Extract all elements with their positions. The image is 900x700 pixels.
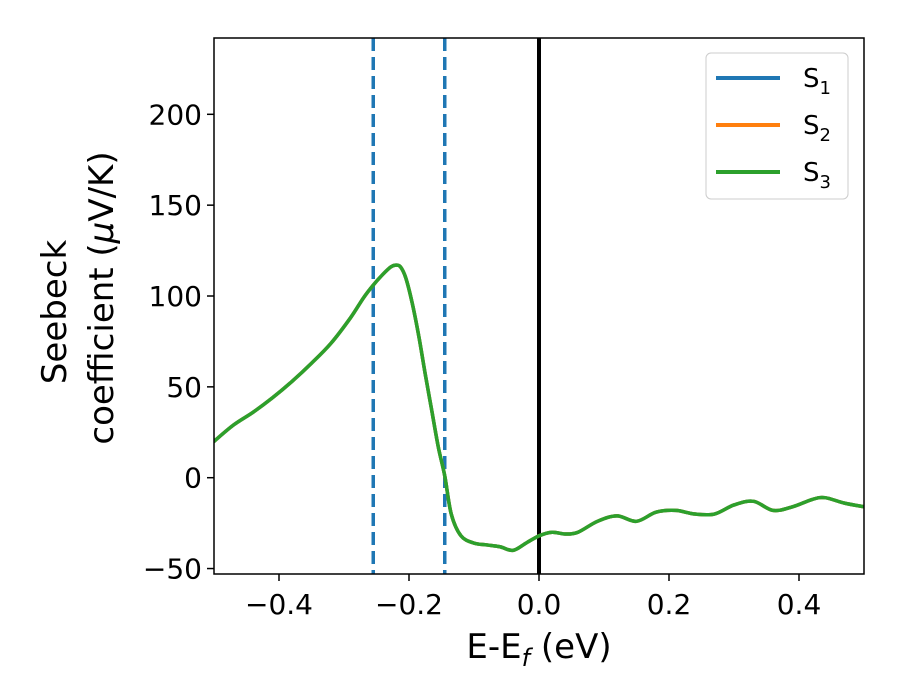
y-tick-label-4: 150 bbox=[149, 189, 202, 222]
y-axis-ticks: −50 0 50 100 150 200 bbox=[143, 98, 214, 586]
vertical-lines bbox=[371, 38, 541, 574]
series-lines bbox=[214, 263, 864, 553]
x-tick-label-3: 0.2 bbox=[647, 588, 692, 621]
legend-label-S1: S1 bbox=[803, 64, 831, 99]
y-tick-label-5: 200 bbox=[149, 98, 202, 131]
x-axis-label: E-Ef (eV) bbox=[466, 627, 611, 672]
legend-label-S2: S2 bbox=[803, 111, 831, 146]
x-tick-label-0: −0.4 bbox=[245, 588, 313, 621]
y-tick-label-3: 100 bbox=[149, 280, 202, 313]
y-axis-label-line1: Seebeck bbox=[35, 240, 75, 385]
y-axis-label: Seebeck coefficient (μV/K) bbox=[35, 151, 122, 444]
y-tick-label-0: −50 bbox=[143, 553, 202, 586]
x-tick-label-4: 0.4 bbox=[777, 588, 822, 621]
y-tick-label-1: 0 bbox=[184, 462, 202, 495]
legend-label-S3: S3 bbox=[803, 158, 831, 193]
y-axis-label-line2: coefficient (μV/K) bbox=[82, 151, 122, 444]
plot-area bbox=[214, 38, 864, 574]
y-tick-label-2: 50 bbox=[166, 371, 202, 404]
legend: S1 S2 S3 bbox=[705, 52, 849, 200]
legend-entries: S1 S2 S3 bbox=[716, 64, 831, 193]
series-line-S3 bbox=[214, 263, 864, 553]
x-tick-label-2: 0.0 bbox=[517, 588, 562, 621]
x-tick-label-1: −0.2 bbox=[375, 588, 443, 621]
x-axis-ticks: −0.4 −0.2 0.0 0.2 0.4 bbox=[245, 574, 821, 621]
